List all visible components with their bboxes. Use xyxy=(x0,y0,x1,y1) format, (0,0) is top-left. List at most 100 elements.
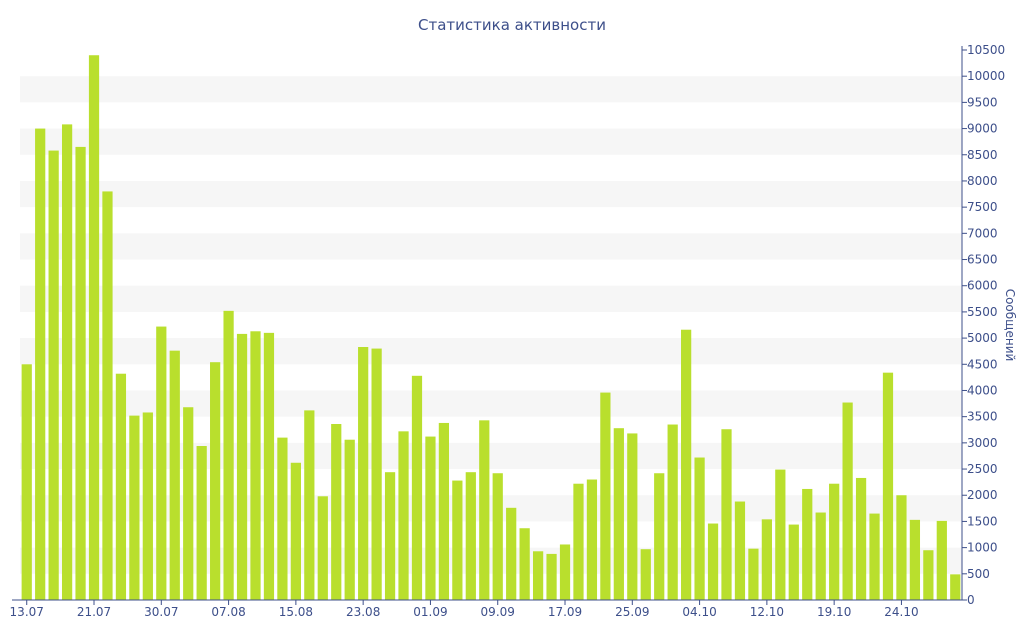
bar xyxy=(936,520,947,600)
y-tick-label: 3000 xyxy=(967,436,998,450)
bar xyxy=(829,483,840,600)
x-tick-label: 24.10 xyxy=(884,605,918,619)
bar xyxy=(721,429,732,600)
bar xyxy=(640,549,651,600)
x-tick-label: 19.10 xyxy=(817,605,851,619)
bar xyxy=(384,472,396,600)
bar xyxy=(304,410,315,600)
bar xyxy=(88,55,100,600)
bar xyxy=(506,507,517,600)
bar xyxy=(600,392,611,600)
bar xyxy=(183,407,194,600)
bar xyxy=(169,350,180,600)
bar xyxy=(896,495,907,600)
bar xyxy=(519,528,530,600)
bar xyxy=(909,519,921,600)
bar xyxy=(761,519,772,600)
bar xyxy=(627,433,638,600)
y-tick-label: 2000 xyxy=(967,488,998,502)
y-tick-label: 3500 xyxy=(967,410,998,424)
x-tick-label: 01.09 xyxy=(413,605,447,619)
y-tick-label: 6000 xyxy=(967,279,998,293)
bar xyxy=(748,548,759,600)
bar xyxy=(681,329,692,600)
x-tick-label: 12.10 xyxy=(750,605,784,619)
bar xyxy=(465,472,476,600)
bar xyxy=(263,332,275,600)
bar xyxy=(707,523,719,600)
y-tick-label: 8000 xyxy=(967,174,998,188)
bar xyxy=(546,553,557,600)
bar xyxy=(371,348,382,600)
x-tick-label: 07.08 xyxy=(211,605,245,619)
bar xyxy=(802,488,813,600)
bar xyxy=(115,373,127,600)
y-tick-label: 4500 xyxy=(967,357,998,371)
bar xyxy=(102,191,113,600)
bar xyxy=(694,457,705,600)
bar xyxy=(61,124,73,600)
x-tick-label: 23.08 xyxy=(346,605,380,619)
y-tick-label: 9000 xyxy=(967,122,998,136)
x-tick-label: 04.10 xyxy=(682,605,716,619)
grid-band xyxy=(20,76,962,103)
bar xyxy=(855,477,867,600)
bar xyxy=(425,436,436,600)
grid-band xyxy=(20,285,962,312)
bar xyxy=(48,150,59,601)
bar xyxy=(250,331,261,600)
bar xyxy=(223,310,234,600)
x-tick-label: 13.07 xyxy=(10,605,44,619)
bar xyxy=(344,439,355,600)
y-tick-label: 500 xyxy=(967,567,990,581)
y-tick-label: 7000 xyxy=(967,226,998,240)
bar xyxy=(358,347,369,600)
bar xyxy=(532,551,544,600)
x-tick-label: 25.09 xyxy=(615,605,649,619)
bar xyxy=(613,428,624,600)
bar xyxy=(479,420,490,600)
bar xyxy=(559,544,571,600)
bar xyxy=(156,326,167,600)
bar xyxy=(210,362,221,600)
bar xyxy=(492,473,503,600)
bar xyxy=(411,375,423,600)
bar xyxy=(317,496,328,600)
bar xyxy=(21,364,32,600)
bar xyxy=(654,473,665,600)
bar xyxy=(452,480,463,600)
y-tick-label: 2500 xyxy=(967,462,998,476)
grid-band xyxy=(20,128,962,155)
y-tick-label: 10500 xyxy=(967,43,1005,57)
bar xyxy=(869,513,880,600)
y-tick-label: 4000 xyxy=(967,383,998,397)
bar xyxy=(438,422,450,600)
y-tick-label: 0 xyxy=(967,593,975,607)
x-tick-label: 09.09 xyxy=(481,605,515,619)
bar xyxy=(35,128,46,601)
y-tick-label: 5500 xyxy=(967,305,998,319)
bar xyxy=(586,479,598,600)
bar xyxy=(398,431,409,600)
x-tick-label: 30.07 xyxy=(144,605,178,619)
y-tick-label: 6500 xyxy=(967,253,998,267)
bar xyxy=(573,483,584,600)
bar xyxy=(950,574,961,600)
bar xyxy=(277,437,288,600)
y-tick-label: 8500 xyxy=(967,148,998,162)
bar xyxy=(923,550,934,600)
x-tick-label: 17.09 xyxy=(548,605,582,619)
bar xyxy=(815,512,826,600)
grid-band xyxy=(20,233,962,260)
y-axis-title: Сообщений xyxy=(1003,288,1017,362)
bar xyxy=(882,372,894,600)
bar xyxy=(129,415,140,600)
y-tick-label: 1000 xyxy=(967,541,998,555)
bar xyxy=(290,462,301,600)
bar xyxy=(842,402,853,600)
bar xyxy=(331,424,342,600)
bar xyxy=(775,469,786,600)
grid-band xyxy=(20,180,962,208)
